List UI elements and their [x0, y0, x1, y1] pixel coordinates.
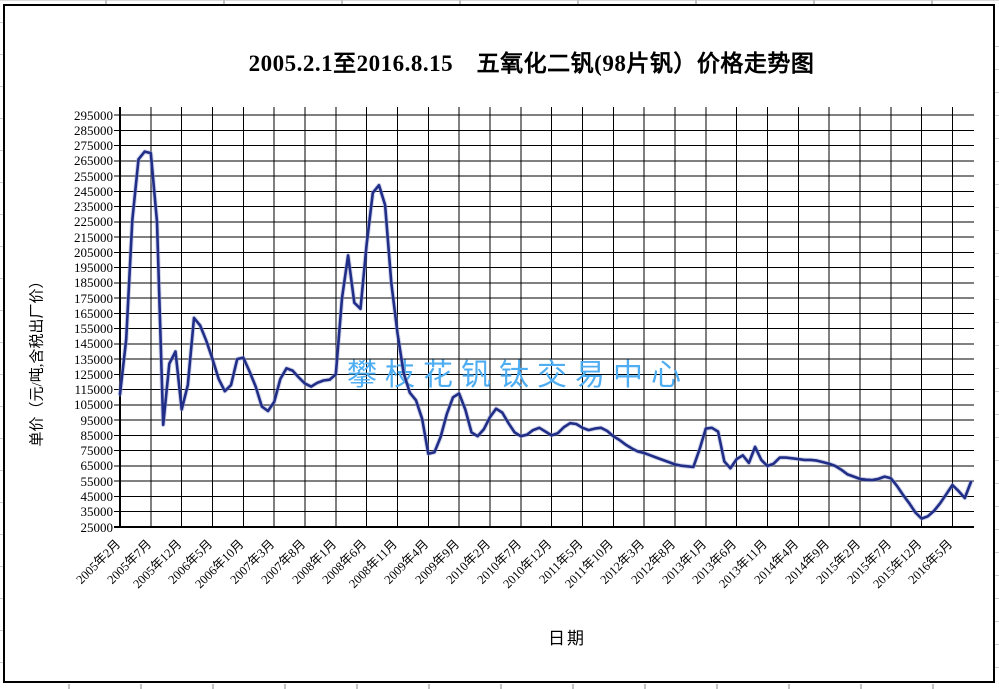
- y-tick-label: 75000: [80, 443, 114, 459]
- y-tick-label: 205000: [74, 244, 113, 260]
- y-tick-label: 235000: [74, 199, 113, 215]
- y-tick-label: 285000: [74, 122, 113, 138]
- y-tick-label: 185000: [74, 275, 113, 291]
- y-tick-label: 125000: [74, 366, 113, 382]
- chart-title: 2005.2.1至2016.8.15 五氧化二钒(98片钒）价格走势图: [248, 51, 815, 76]
- x-axis-title: 日期: [548, 629, 586, 648]
- y-tick-label: 25000: [80, 519, 114, 535]
- y-tick-label: 265000: [74, 153, 113, 169]
- y-tick-label: 155000: [74, 321, 113, 337]
- y-tick-label: 95000: [80, 412, 114, 428]
- y-tick-label: 295000: [74, 107, 113, 123]
- y-tick-label: 135000: [74, 351, 113, 367]
- y-tick-label: 275000: [74, 138, 113, 154]
- y-tick-label: 195000: [74, 260, 113, 276]
- y-tick-label: 35000: [80, 504, 114, 520]
- y-tick-label: 105000: [74, 397, 113, 413]
- y-tick-label: 65000: [80, 458, 114, 474]
- price-line-main: [118, 150, 973, 520]
- y-tick-label: 55000: [80, 473, 114, 489]
- y-tick-label: 255000: [74, 168, 113, 184]
- y-tick-label: 45000: [80, 488, 114, 504]
- y-tick-label: 225000: [74, 214, 113, 230]
- y-tick-label: 245000: [74, 183, 113, 199]
- price-line-halo: [117, 149, 974, 521]
- y-tick-label: 165000: [74, 305, 113, 321]
- y-tick-label: 85000: [80, 427, 114, 443]
- y-tick-label: 175000: [74, 290, 113, 306]
- y-tick-label: 115000: [74, 382, 113, 398]
- y-tick-label: 215000: [74, 229, 113, 245]
- y-tick-label: 145000: [74, 336, 113, 352]
